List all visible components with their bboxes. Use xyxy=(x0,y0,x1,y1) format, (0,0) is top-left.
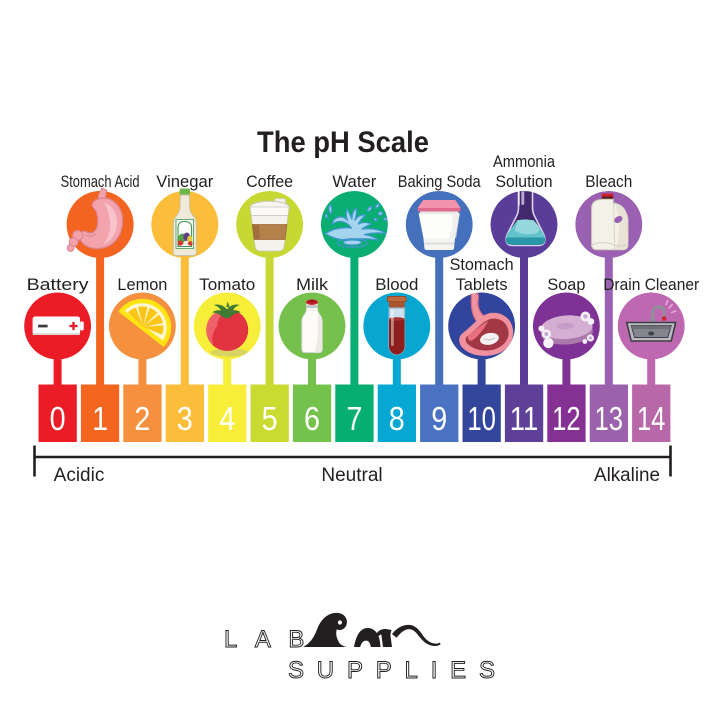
svg-text:Neutral: Neutral xyxy=(321,465,382,486)
svg-text:3: 3 xyxy=(177,400,193,437)
svg-text:14: 14 xyxy=(637,400,666,437)
svg-text:Tablets: Tablets xyxy=(456,275,508,294)
svg-text:11: 11 xyxy=(510,400,539,437)
svg-text:10: 10 xyxy=(467,400,496,437)
svg-text:Coffee: Coffee xyxy=(246,172,293,191)
svg-text:Stomach: Stomach xyxy=(450,255,514,274)
svg-text:Soap: Soap xyxy=(547,275,585,294)
svg-text:8: 8 xyxy=(389,400,405,437)
svg-text:1: 1 xyxy=(92,400,108,437)
svg-text:9: 9 xyxy=(431,400,447,437)
svg-text:Solution: Solution xyxy=(496,172,553,191)
svg-text:LAB: LAB xyxy=(224,626,322,653)
svg-text:Drain Cleaner: Drain Cleaner xyxy=(603,275,699,294)
svg-text:Lemon: Lemon xyxy=(117,275,167,294)
svg-text:4: 4 xyxy=(219,400,235,437)
svg-text:Bleach: Bleach xyxy=(585,172,632,191)
svg-text:7: 7 xyxy=(346,400,362,437)
svg-text:0: 0 xyxy=(50,400,66,437)
svg-text:2: 2 xyxy=(134,400,150,437)
svg-text:Tomato: Tomato xyxy=(199,275,255,294)
svg-text:Acidic: Acidic xyxy=(54,465,105,486)
svg-text:5: 5 xyxy=(262,400,278,437)
svg-text:SUPPLIES: SUPPLIES xyxy=(288,657,508,684)
svg-text:Stomach Acid: Stomach Acid xyxy=(61,172,140,191)
svg-text:Blood: Blood xyxy=(375,275,418,294)
svg-text:Vinegar: Vinegar xyxy=(156,172,213,191)
svg-text:6: 6 xyxy=(304,400,320,437)
svg-text:Alkaline: Alkaline xyxy=(594,465,660,486)
svg-text:Battery: Battery xyxy=(27,275,90,294)
svg-text:Baking Soda: Baking Soda xyxy=(398,172,481,191)
svg-text:Ammonia: Ammonia xyxy=(493,152,555,171)
svg-text:Water: Water xyxy=(332,172,376,191)
svg-text:The pH Scale: The pH Scale xyxy=(257,126,429,159)
svg-text:Milk: Milk xyxy=(296,275,329,294)
svg-text:12: 12 xyxy=(552,400,581,437)
svg-text:13: 13 xyxy=(595,400,624,437)
